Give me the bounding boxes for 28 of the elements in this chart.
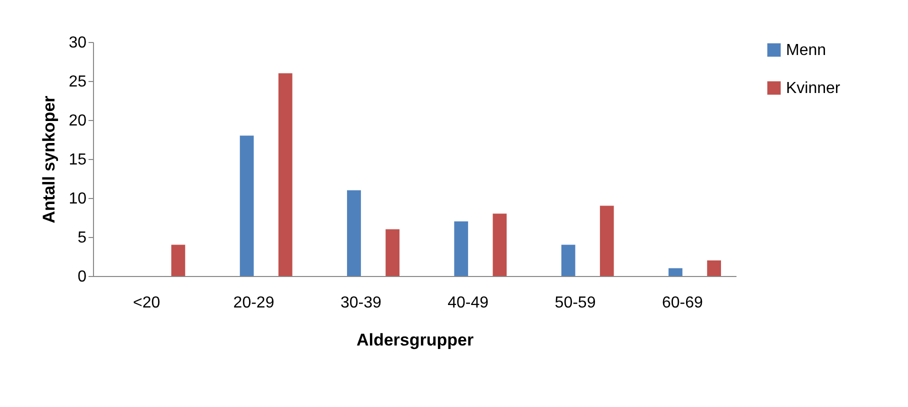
bar <box>278 73 292 276</box>
y-tick-label: 0 <box>78 268 87 286</box>
bar <box>386 229 400 276</box>
x-tick-label: 30-39 <box>340 294 382 312</box>
bar <box>707 260 721 276</box>
y-axis-title: Antall synkoper <box>40 95 59 224</box>
x-tick-label: 40-49 <box>448 294 489 312</box>
y-tick-label: 20 <box>68 112 87 130</box>
bar <box>600 206 614 276</box>
x-tick-label: 20-29 <box>233 294 274 312</box>
legend-label: Menn <box>786 42 826 59</box>
y-tick-label: 15 <box>68 152 87 168</box>
y-tick-label: 10 <box>68 190 87 208</box>
y-tick-label: 25 <box>68 74 87 90</box>
bar <box>561 244 576 276</box>
bar <box>492 214 507 276</box>
x-tick-label: <20 <box>133 294 160 312</box>
x-axis-title: Aldersgrupper <box>356 330 474 350</box>
x-tick-label: 60-69 <box>662 294 703 312</box>
bar <box>240 136 254 276</box>
bar <box>454 221 468 276</box>
legend-label: Kvinner <box>786 80 841 97</box>
bar <box>668 268 682 276</box>
y-tick-label: 5 <box>78 230 87 246</box>
bar <box>347 190 361 276</box>
x-tick-label: 50-59 <box>554 294 596 312</box>
bar <box>171 244 186 276</box>
y-tick-label: 30 <box>68 34 87 52</box>
